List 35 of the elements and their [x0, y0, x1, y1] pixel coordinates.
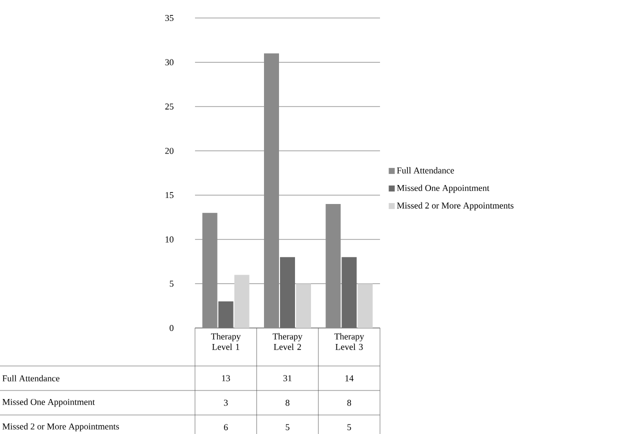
bar [358, 284, 373, 328]
data-label: 13 [222, 375, 230, 382]
data-label: 3 [224, 400, 228, 406]
bar [280, 257, 296, 328]
data-label: 31 [283, 375, 292, 382]
text: Missed 2 or More Appointments [2, 423, 119, 432]
data-label: 8 [347, 400, 352, 406]
text: Missed One Appointment [2, 398, 95, 407]
y-tick-label: 30 [165, 59, 174, 66]
bar [264, 53, 280, 328]
legend-label: Missed One Appointment [397, 184, 490, 193]
x-tick-label: Therapy Level 1 [211, 333, 241, 350]
bar [218, 301, 234, 328]
data-label: 6 [224, 424, 228, 430]
bar [202, 212, 218, 328]
bar [342, 257, 357, 328]
y-tick-label: 10 [166, 236, 174, 242]
bar [296, 284, 312, 328]
data-label: 14 [345, 375, 354, 382]
y-tick-label: 0 [170, 324, 174, 332]
y-tick-label: 20 [165, 148, 174, 154]
x-tick-label: Therapy Level 2 [272, 333, 302, 350]
x-tick-label: Therapy Level 3 [334, 333, 364, 350]
legend-label: Missed 2 or More Appointments [397, 202, 514, 210]
bar [234, 274, 250, 328]
data-label: 5 [286, 424, 290, 430]
text: Full Attendance [2, 375, 60, 382]
data-label: 5 [347, 424, 352, 430]
legend-label: Full Attendance [397, 167, 454, 174]
y-tick-label: 25 [165, 104, 174, 110]
y-tick-label: 35 [165, 14, 174, 22]
y-tick-label: 15 [166, 192, 174, 198]
bar [326, 204, 341, 328]
y-tick-label: 5 [170, 280, 174, 287]
data-label: 8 [286, 400, 290, 406]
